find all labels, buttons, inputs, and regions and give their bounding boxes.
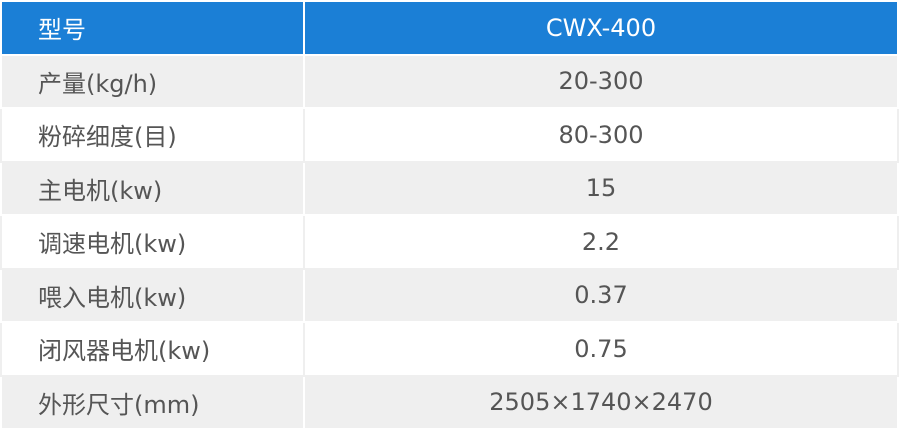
spec-label: 主电机(kw)	[0, 160, 305, 216]
header-row: 型号 CWX-400	[0, 0, 899, 56]
spec-value: 15	[303, 160, 899, 216]
spec-row: 调速电机(kw) 2.2	[0, 214, 899, 270]
spec-label: 闭风器电机(kw)	[0, 321, 305, 377]
spec-row: 粉碎细度(目) 80-300	[0, 107, 899, 163]
spec-label: 喂入电机(kw)	[0, 267, 305, 323]
spec-row: 喂入电机(kw) 0.37	[0, 267, 899, 323]
spec-label: 产量(kg/h)	[0, 53, 305, 109]
spec-value: 2505×1740×2470	[303, 374, 899, 430]
spec-label: 调速电机(kw)	[0, 214, 305, 270]
header-value: CWX-400	[303, 0, 899, 56]
spec-row: 外形尺寸(mm) 2505×1740×2470	[0, 374, 899, 430]
spec-value: 2.2	[303, 214, 899, 270]
spec-value: 20-300	[303, 53, 899, 109]
spec-label: 粉碎细度(目)	[0, 107, 305, 163]
spec-value: 0.37	[303, 267, 899, 323]
spec-value: 0.75	[303, 321, 899, 377]
spec-row: 产量(kg/h) 20-300	[0, 53, 899, 109]
spec-value: 80-300	[303, 107, 899, 163]
spec-row: 主电机(kw) 15	[0, 160, 899, 216]
spec-label: 外形尺寸(mm)	[0, 374, 305, 430]
header-label: 型号	[0, 0, 305, 56]
spec-row: 闭风器电机(kw) 0.75	[0, 321, 899, 377]
